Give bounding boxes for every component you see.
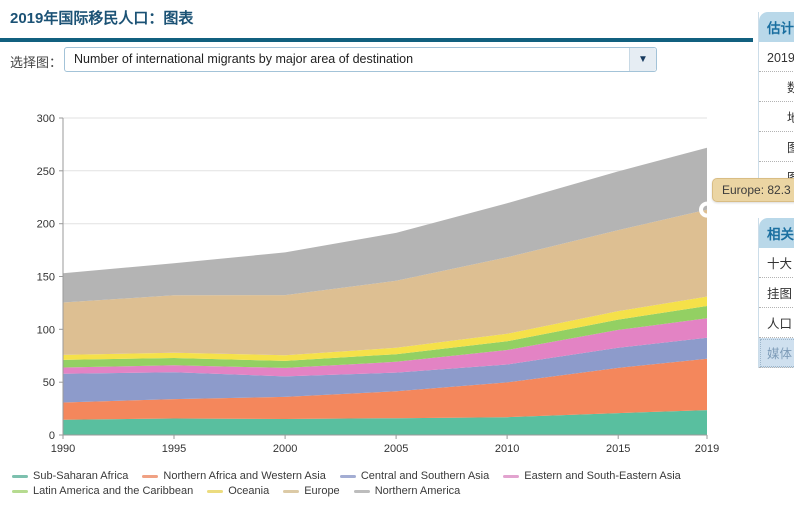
legend-label: Sub-Saharan Africa — [33, 470, 129, 482]
legend-label: Central and Southern Asia — [360, 470, 490, 482]
sidebar-related-panel: 相关 十大 挂图 人口 媒体 — [758, 218, 794, 368]
x-tick-label: 1995 — [162, 443, 186, 455]
y-tick-label: 300 — [37, 113, 55, 125]
chart-tooltip: Europe: 82.3 — [712, 178, 794, 202]
legend-swatch — [12, 489, 28, 493]
chart-select[interactable]: Number of international migrants by majo… — [64, 47, 657, 72]
legend-item-sub-saharan-africa[interactable]: Sub-Saharan Africa — [12, 469, 128, 483]
area-northern-america[interactable] — [63, 147, 707, 303]
legend-item-eastern-and-south-eastern-asia[interactable]: Eastern and South-Eastern Asia — [503, 469, 681, 483]
dropdown-button[interactable]: ▼ — [629, 48, 656, 71]
chart-legend: Sub-Saharan Africa Northern Africa and We… — [12, 469, 722, 498]
sidebar-estimates-panel: 估计 2019年 数据 地图 图表 图表 — [758, 12, 794, 192]
chart-select-value: Number of international migrants by majo… — [74, 52, 414, 66]
sidebar-item-2019[interactable]: 2019年 — [759, 42, 794, 72]
legend-item-oceania[interactable]: Oceania — [207, 484, 269, 498]
area-oceania[interactable] — [63, 296, 707, 361]
y-tick-label: 50 — [43, 377, 55, 389]
y-tick-label: 100 — [37, 324, 55, 336]
x-tick-label: 2015 — [606, 443, 630, 455]
legend-swatch — [12, 474, 28, 478]
legend-swatch — [207, 489, 224, 493]
legend-swatch — [142, 474, 159, 478]
y-tick-label: 250 — [37, 166, 55, 178]
area-europe[interactable] — [63, 209, 707, 356]
hover-marker — [699, 201, 715, 218]
x-tick-label: 2000 — [273, 443, 297, 455]
y-tick-label: 0 — [49, 430, 55, 442]
legend-label: Europe — [304, 485, 340, 497]
legend-label: Northern Africa and Western Asia — [163, 470, 326, 482]
sidebar-item-data[interactable]: 数据 — [759, 72, 794, 102]
sidebar-item-population[interactable]: 人口 — [759, 308, 794, 338]
y-tick-label: 150 — [37, 272, 55, 284]
sidebar-item-maps[interactable]: 地图 — [759, 102, 794, 132]
page-title: 2019年国际移民人口：图表 — [10, 10, 194, 27]
legend-label: Northern America — [374, 485, 461, 497]
legend-swatch — [283, 489, 300, 493]
legend-swatch — [353, 489, 370, 493]
y-tick-label: 200 — [37, 219, 55, 231]
legend-item-central-and-southern-asia[interactable]: Central and Southern Asia — [339, 469, 490, 483]
x-tick-label: 2010 — [495, 443, 519, 455]
area-latin-america-and-the-caribbean[interactable] — [63, 306, 707, 368]
legend-item-europe[interactable]: Europe — [283, 484, 340, 498]
area-sub-saharan-africa[interactable] — [63, 410, 707, 435]
chevron-down-icon: ▼ — [638, 54, 648, 65]
area-central-and-southern-asia[interactable] — [63, 337, 707, 403]
legend-label: Latin America and the Caribbean — [33, 485, 194, 497]
legend-label: Oceania — [228, 485, 270, 497]
sidebar-item-media[interactable]: 媒体 — [759, 338, 794, 368]
area-eastern-and-south-eastern-asia[interactable] — [63, 318, 707, 377]
x-tick-label: 2019 — [695, 443, 719, 455]
stacked-area-chart: 0 50 100 150 200 250 300 1990 1995 2000 2005 2010 20… — [37, 113, 720, 455]
legend-swatch — [503, 474, 520, 478]
legend-item-northern-africa-and-western-asia[interactable]: Northern Africa and Western Asia — [142, 469, 326, 483]
chart-select-label: 选择图： — [10, 55, 63, 70]
sidebar-estimates-header: 估计 — [759, 12, 794, 42]
sidebar-item-graphs-1[interactable]: 图表 — [759, 132, 794, 162]
sidebar-item-wallchart[interactable]: 挂图 — [759, 278, 794, 308]
legend-item-latin-america-and-the-caribbean[interactable]: Latin America and the Caribbean — [12, 484, 193, 498]
legend-item-northern-america[interactable]: Northern America — [353, 484, 461, 498]
legend-label: Eastern and South-Eastern Asia — [524, 470, 681, 482]
title-divider — [0, 38, 753, 42]
x-tick-label: 2005 — [384, 443, 408, 455]
area-northern-africa-and-western-asia[interactable] — [63, 358, 707, 420]
x-tick-label: 1990 — [51, 443, 75, 455]
sidebar-item-top-ten[interactable]: 十大 — [759, 248, 794, 278]
sidebar-related-header: 相关 — [759, 218, 794, 248]
legend-swatch — [339, 474, 356, 478]
